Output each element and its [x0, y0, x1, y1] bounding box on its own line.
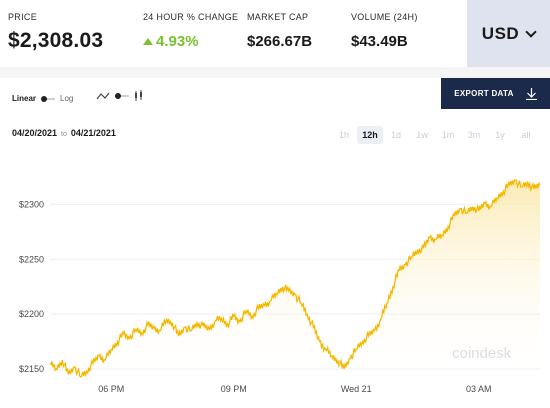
market-stats-header: PRICE $2,308.03 24 HOUR % CHANGE 4.93% M…	[0, 0, 550, 67]
date-to[interactable]: 04/21/2021	[70, 128, 116, 138]
market-cap-label: MARKET CAP	[247, 12, 309, 22]
range-option-1d[interactable]: 1d	[390, 130, 401, 140]
range-option-1w[interactable]: 1w	[416, 130, 428, 140]
chevron-down-icon	[525, 25, 537, 38]
change-stat: 24 HOUR % CHANGE 4.93%	[143, 12, 238, 50]
range-option-all[interactable]: all	[521, 130, 531, 140]
y-tick-label: $2250	[19, 254, 44, 264]
scale-linear-option[interactable]: Linear	[12, 94, 37, 103]
line-chart-icon[interactable]	[96, 91, 110, 101]
export-data-button[interactable]: EXPORT DATA	[441, 78, 550, 109]
change-label: 24 HOUR % CHANGE	[143, 12, 239, 22]
chart-type-toggle[interactable]	[96, 90, 144, 102]
scale-log-option[interactable]: Log	[60, 94, 74, 103]
candlestick-chart-icon[interactable]	[134, 90, 144, 102]
export-data-label: EXPORT DATA	[454, 89, 514, 98]
price-line	[49, 179, 541, 378]
market-cap-value: $266.67B	[247, 33, 313, 50]
range-option-1h[interactable]: 1h	[338, 130, 349, 140]
currency-label: USD	[481, 23, 520, 43]
range-option-12h[interactable]: 12h	[357, 126, 383, 144]
chart-type-switch[interactable]	[115, 93, 129, 99]
range-option-1m[interactable]: 1m	[441, 130, 455, 140]
y-tick-label: $2150	[19, 364, 44, 374]
y-tick-label: $2300	[19, 199, 44, 209]
price-stat: PRICE $2,308.03	[8, 12, 103, 53]
y-axis-labels: $2150 $2200 $2250 $2300	[19, 199, 44, 374]
price-label: PRICE	[8, 12, 38, 22]
up-arrow-icon	[143, 38, 153, 45]
date-range: 04/20/2021 to 04/21/2021	[12, 128, 116, 138]
currency-select[interactable]: USD	[467, 0, 550, 67]
price-area-fill	[50, 180, 540, 380]
change-value: 4.93%	[156, 33, 199, 50]
range-option-3m[interactable]: 3m	[467, 130, 481, 140]
change-value-wrap: 4.93%	[143, 33, 238, 50]
chart-panel: Linear Log EXPORT DATA 04/20/2021 to 04/21…	[0, 78, 550, 408]
x-axis-labels: 06 PM 09 PM Wed 21 03 AM	[98, 384, 491, 394]
volume-value: $43.49B	[351, 33, 408, 50]
date-from[interactable]: 04/20/2021	[12, 128, 58, 138]
x-tick-label: Wed 21	[341, 384, 372, 394]
market-cap-stat: MARKET CAP $266.67B	[247, 12, 312, 50]
price-value: $2,308.03	[8, 29, 104, 52]
x-tick-label: 06 PM	[98, 384, 124, 394]
download-icon	[525, 87, 537, 100]
y-tick-label: $2200	[19, 309, 44, 319]
volume-stat: VOLUME (24H) $43.49B	[351, 12, 418, 50]
time-range-selector: 1h 12h 1d 1w 1m 3m 1y all	[331, 126, 539, 144]
scale-switch[interactable]	[41, 95, 56, 102]
scale-toggle[interactable]: Linear Log	[12, 94, 73, 103]
range-option-1y[interactable]: 1y	[495, 130, 505, 140]
x-tick-label: 09 PM	[221, 384, 247, 394]
date-to-separator: to	[61, 131, 67, 138]
x-tick-label: 03 AM	[466, 384, 492, 394]
volume-label: VOLUME (24H)	[351, 12, 418, 22]
